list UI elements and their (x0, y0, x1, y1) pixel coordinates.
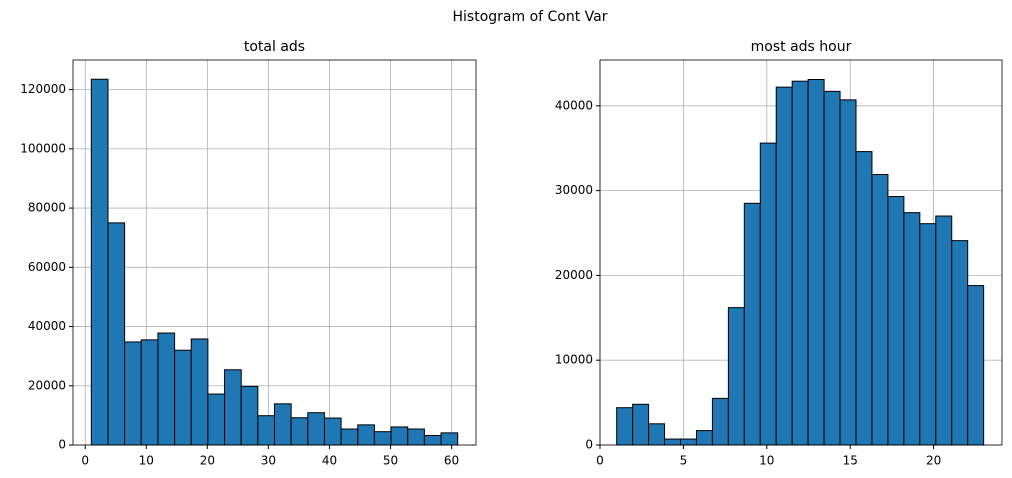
bar (887, 196, 905, 446)
bar (157, 332, 176, 446)
axes-title: most ads hour (751, 39, 852, 55)
bar (224, 369, 242, 446)
bar (903, 212, 921, 446)
bar (759, 142, 777, 446)
bar (107, 222, 126, 446)
x-tick-label: 10 (139, 454, 154, 468)
bar (140, 339, 159, 446)
y-tick-label: 80000 (28, 201, 66, 215)
bar (951, 240, 969, 446)
bar (855, 151, 873, 446)
bar (390, 426, 409, 446)
x-tick-label: 40 (322, 454, 337, 468)
bar (727, 307, 745, 446)
x-tick-label: 20 (926, 454, 941, 468)
bar (290, 417, 309, 446)
x-tick-label: 15 (843, 454, 858, 468)
bar (274, 403, 292, 446)
bar (323, 417, 342, 446)
axes-title: total ads (244, 39, 305, 55)
bar (90, 78, 109, 446)
y-tick-label: 0 (585, 438, 593, 452)
y-tick-label: 30000 (555, 183, 593, 197)
x-tick-label: 20 (200, 454, 215, 468)
y-tick-label: 20000 (555, 268, 593, 282)
bar (919, 223, 937, 446)
bar (935, 215, 953, 446)
y-tick-label: 120000 (20, 82, 66, 96)
y-tick-label: 60000 (28, 260, 66, 274)
axes-frame (599, 59, 1003, 446)
axes-frame (72, 59, 477, 446)
bar (871, 173, 889, 446)
y-tick-label: 100000 (20, 141, 66, 155)
bar (648, 423, 666, 446)
bar (257, 415, 275, 446)
bar (440, 432, 459, 446)
x-tick-label: 60 (444, 454, 459, 468)
bar (373, 431, 392, 446)
x-tick-label: 10 (759, 454, 774, 468)
y-tick-label: 0 (58, 438, 66, 452)
bar (807, 79, 825, 446)
bar (124, 341, 142, 446)
bar (307, 412, 325, 446)
bar (839, 99, 857, 446)
bar (423, 435, 442, 446)
y-tick-label: 40000 (28, 319, 66, 333)
bar (791, 80, 809, 446)
bar (357, 424, 375, 446)
bar (743, 202, 761, 446)
bar (823, 90, 841, 446)
bar (695, 430, 713, 446)
bar (967, 285, 985, 446)
x-tick-label: 5 (680, 454, 688, 468)
bar (207, 393, 226, 446)
bar (340, 428, 359, 446)
y-tick-label: 40000 (555, 98, 593, 112)
bar (711, 397, 729, 446)
bar (407, 428, 425, 446)
y-tick-label: 20000 (28, 378, 66, 392)
bar (240, 385, 259, 446)
x-tick-label: 50 (383, 454, 398, 468)
bar (616, 407, 634, 446)
x-tick-label: 30 (261, 454, 276, 468)
x-tick-label: 0 (596, 454, 604, 468)
x-tick-label: 0 (81, 454, 89, 468)
bar (632, 403, 650, 446)
bar (174, 349, 192, 446)
y-tick-label: 10000 (555, 353, 593, 367)
bar (190, 338, 209, 446)
bar (775, 86, 793, 446)
bar (680, 438, 697, 446)
bar (664, 438, 682, 446)
figure-title: Histogram of Cont Var (453, 9, 608, 25)
